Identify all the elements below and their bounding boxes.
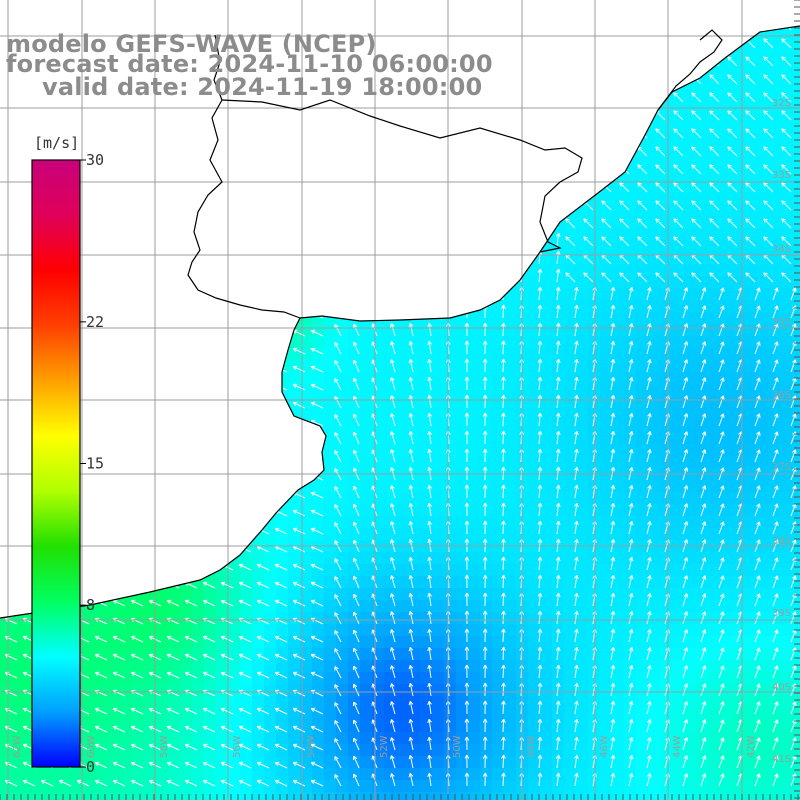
lat-label: 40S bbox=[772, 682, 791, 693]
lagoon-outline bbox=[657, 29, 723, 111]
coastline-main bbox=[0, 25, 800, 619]
colorbar-tick-label: 0 bbox=[86, 758, 95, 776]
lat-label: 33S bbox=[772, 170, 791, 181]
lon-label: 56W bbox=[232, 735, 243, 758]
lat-label: 32S bbox=[772, 98, 791, 109]
lon-label: 54W bbox=[306, 735, 317, 758]
lat-label: 38S bbox=[772, 536, 791, 547]
country-border-line bbox=[221, 99, 583, 253]
land-mass bbox=[0, 0, 800, 618]
lat-label: 36S bbox=[772, 390, 791, 401]
lat-label: 37S bbox=[772, 462, 791, 473]
colorbar-tick-label: 30 bbox=[86, 151, 104, 169]
lon-label: 52W bbox=[379, 735, 390, 758]
lon-label: 58W bbox=[159, 735, 170, 758]
lon-label: 46W bbox=[599, 735, 610, 758]
lat-label: 34S bbox=[772, 244, 791, 255]
lon-label: 42W bbox=[746, 735, 757, 758]
river-border-line bbox=[187, 34, 301, 319]
coastline bbox=[0, 25, 800, 619]
model-title: modelo GEFS-WAVE (NCEP) bbox=[6, 30, 377, 58]
lat-label: 41S bbox=[772, 754, 791, 765]
colorbar-unit-label: [m/s] bbox=[34, 134, 79, 152]
lat-label: 35S bbox=[772, 317, 791, 328]
colorbar: [m/s] 30 22 15 8 0 bbox=[31, 134, 104, 776]
lon-label: 60W bbox=[86, 735, 97, 758]
lon-label: 62W bbox=[12, 735, 23, 758]
lon-label: 48W bbox=[526, 735, 537, 758]
colorbar-ticks: 30 22 15 8 0 bbox=[80, 151, 104, 776]
colorbar-gradient bbox=[31, 159, 81, 768]
colorbar-tick-label: 22 bbox=[86, 313, 104, 331]
colorbar-tick-label: 8 bbox=[86, 596, 95, 614]
lat-label: 39S bbox=[772, 608, 791, 619]
lon-label: 44W bbox=[672, 735, 683, 758]
lon-label: 50W bbox=[452, 735, 463, 758]
forecast-date-label: forecast date: 2024-11-10 06:00:00 bbox=[6, 50, 493, 78]
colorbar-tick-label: 15 bbox=[86, 455, 104, 473]
valid-date-label: valid date: 2024-11-19 18:00:00 bbox=[42, 73, 483, 101]
